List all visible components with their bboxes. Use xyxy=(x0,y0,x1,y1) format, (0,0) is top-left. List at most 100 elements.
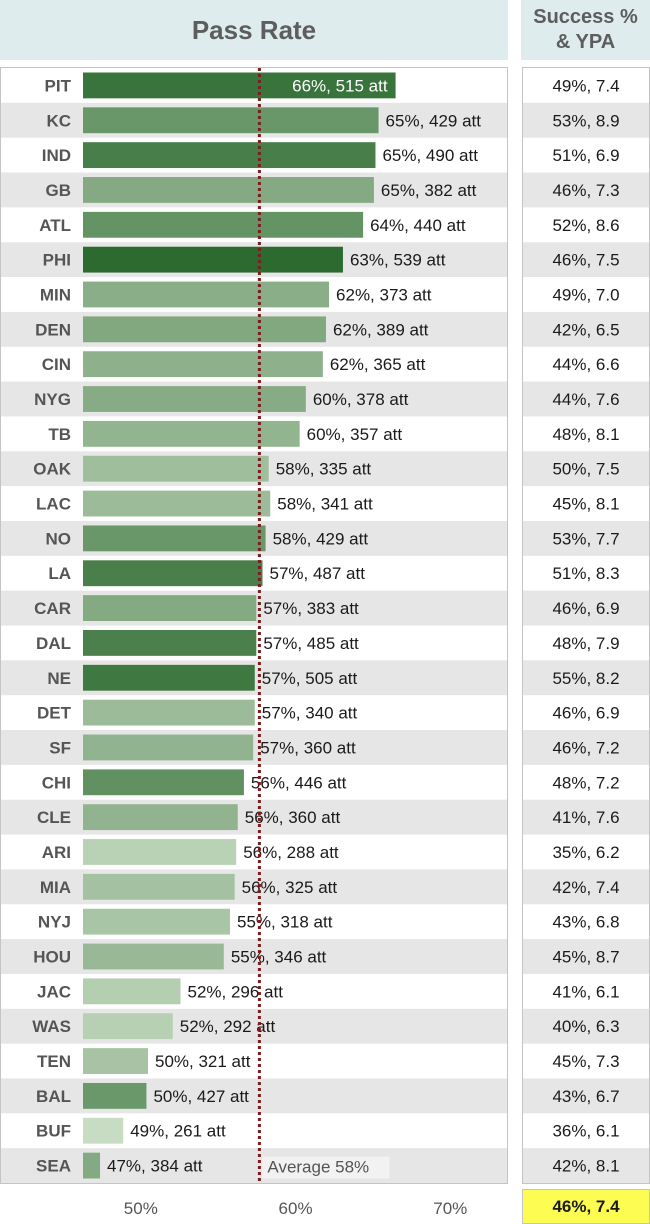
success-ypa-hou: 45%, 8.7 xyxy=(552,948,619,967)
success-ypa-pit: 49%, 7.4 xyxy=(552,76,619,95)
success-ypa-dal: 48%, 7.9 xyxy=(552,634,619,653)
bar-label-dal: 57%, 485 att xyxy=(263,634,359,653)
row-band xyxy=(1,730,507,765)
bar-label-cin: 62%, 365 att xyxy=(330,355,426,374)
success-ypa-header: Success % & YPA xyxy=(521,0,650,60)
bar-label-phi: 63%, 539 att xyxy=(350,251,446,270)
bar-buf xyxy=(83,1117,124,1144)
bar-nyj xyxy=(83,908,231,935)
row-band xyxy=(523,869,649,905)
success-ypa-chi: 48%, 7.2 xyxy=(552,773,619,792)
row-band xyxy=(523,1078,649,1114)
success-ypa-phi: 46%, 7.5 xyxy=(552,251,619,270)
average-label-bg xyxy=(262,1156,390,1179)
success-ypa-sf: 46%, 7.2 xyxy=(552,738,619,757)
team-label-ari: ARI xyxy=(42,843,71,862)
pass-rate-chart-svg: PIT 66%, 515 att KC 65%, 429 att IND 65%, 490… xyxy=(1,68,507,1183)
bar-label-ind: 65%, 490 att xyxy=(382,146,478,165)
bar-label-ne: 57%, 505 att xyxy=(262,669,358,688)
bar-no xyxy=(83,525,266,552)
x-axis: 50% 60% 70% xyxy=(0,1184,508,1224)
bar-label-nyj: 55%, 318 att xyxy=(237,913,333,932)
team-label-gb: GB xyxy=(46,181,72,200)
bar-label-cle: 56%, 360 att xyxy=(245,808,341,827)
team-label-bal: BAL xyxy=(36,1087,71,1106)
bar-ten xyxy=(83,1048,148,1074)
bar-atl xyxy=(83,211,364,238)
success-ypa-min: 49%, 7.0 xyxy=(552,285,619,304)
bar-label-sea: 47%, 384 att xyxy=(107,1157,203,1176)
bar-label-car: 57%, 383 att xyxy=(263,599,359,618)
bar-nyg xyxy=(83,386,306,412)
success-ypa-ne: 55%, 8.2 xyxy=(552,669,619,688)
success-ypa-oak: 50%, 7.5 xyxy=(552,460,619,479)
success-ypa-den: 42%, 6.5 xyxy=(552,320,619,339)
row-band xyxy=(523,1008,649,1044)
team-label-cin: CIN xyxy=(42,355,71,374)
bar-sf xyxy=(83,734,254,761)
row-band xyxy=(523,451,649,487)
overall-value: 46%, 7.4 xyxy=(552,1196,620,1216)
team-label-ind: IND xyxy=(42,146,71,165)
success-ypa-ari: 35%, 6.2 xyxy=(552,843,619,862)
team-label-oak: OAK xyxy=(33,460,72,479)
bar-den xyxy=(83,316,326,343)
success-ypa-no: 53%, 7.7 xyxy=(552,529,619,548)
bar-label-det: 57%, 340 att xyxy=(262,704,358,723)
team-label-chi: CHI xyxy=(42,773,71,792)
success-ypa-was: 40%, 6.3 xyxy=(552,1017,619,1036)
team-label-atl: ATL xyxy=(39,216,71,235)
bar-label-atl: 64%, 440 att xyxy=(370,216,466,235)
overall-success-ypa: 46%, 7.4 xyxy=(522,1189,650,1224)
bar-ind xyxy=(83,142,376,169)
team-label-ne: NE xyxy=(47,669,71,688)
bar-was xyxy=(83,1013,173,1040)
bar-label-den: 62%, 389 att xyxy=(333,320,429,339)
bar-label-nyg: 60%, 378 att xyxy=(313,390,409,409)
bar-tb xyxy=(83,420,300,447)
x-tick-label: 50% xyxy=(124,1199,158,1218)
success-ypa-sea: 42%, 8.1 xyxy=(552,1157,619,1176)
success-ypa-bal: 43%, 6.7 xyxy=(552,1087,619,1106)
bar-label-ten: 50%, 321 att xyxy=(155,1052,251,1071)
bar-ari xyxy=(83,839,237,865)
team-label-nyg: NYG xyxy=(34,390,71,409)
bar-label-pit: 66%, 515 att xyxy=(292,76,388,95)
bar-oak xyxy=(83,455,269,482)
bar-cle xyxy=(83,804,238,831)
bar-chi xyxy=(83,769,244,796)
success-ypa-jac: 41%, 6.1 xyxy=(552,982,619,1001)
row-band xyxy=(523,730,649,765)
row-band xyxy=(523,799,649,835)
pass-rate-chart: PIT 66%, 515 att KC 65%, 429 att IND 65%, 490… xyxy=(0,67,508,1184)
bar-dal xyxy=(83,630,257,656)
row-band xyxy=(523,381,649,417)
bar-jac xyxy=(83,978,181,1005)
success-header-line1: Success % xyxy=(533,6,638,28)
row-band xyxy=(523,172,649,208)
bar-label-hou: 55%, 346 att xyxy=(231,948,327,967)
success-ypa-kc: 53%, 8.9 xyxy=(552,111,619,130)
team-label-dal: DAL xyxy=(36,634,71,653)
bar-label-sf: 57%, 360 att xyxy=(260,738,356,757)
bar-mia xyxy=(83,873,235,900)
bar-bal xyxy=(83,1082,147,1109)
team-label-no: NO xyxy=(46,529,72,548)
success-ypa-gb: 46%, 7.3 xyxy=(552,181,619,200)
success-ypa-cin: 44%, 6.6 xyxy=(552,355,619,374)
row-band xyxy=(523,1148,649,1183)
average-label: Average 58% xyxy=(267,1158,369,1177)
team-label-sf: SF xyxy=(49,738,71,757)
success-ypa-ind: 51%, 6.9 xyxy=(552,146,619,165)
bar-label-ari: 56%, 288 att xyxy=(243,843,339,862)
bar-label-oak: 58%, 335 att xyxy=(276,460,372,479)
bar-label-was: 52%, 292 att xyxy=(180,1017,276,1036)
bar-label-no: 58%, 429 att xyxy=(273,529,369,548)
team-label-ten: TEN xyxy=(37,1052,71,1071)
team-label-car: CAR xyxy=(34,599,71,618)
bar-label-bal: 50%, 427 att xyxy=(153,1087,249,1106)
success-ypa-mia: 42%, 7.4 xyxy=(552,878,619,897)
success-ypa-det: 46%, 6.9 xyxy=(552,704,619,723)
success-ypa-ten: 45%, 7.3 xyxy=(552,1052,619,1071)
bar-kc xyxy=(83,107,379,134)
